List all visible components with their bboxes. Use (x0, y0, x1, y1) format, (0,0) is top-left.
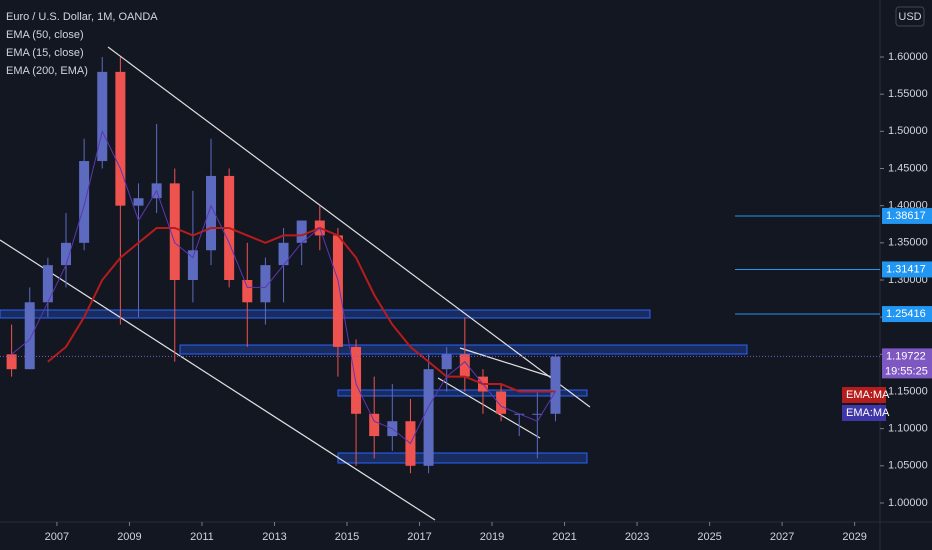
countdown: 19:55:25 (885, 365, 928, 377)
y-tick-label: 1.55000 (888, 88, 928, 100)
trendline (107, 46, 591, 408)
indicator-label: EMA (200, EMA) (6, 65, 88, 77)
candle-body (169, 183, 180, 280)
candle-body (351, 346, 362, 414)
currency-button[interactable] (895, 6, 925, 27)
price-tag-label: 1.19722 (886, 350, 926, 362)
ema-line (11, 129, 556, 445)
candle-body (206, 175, 217, 251)
y-tick-label: 1.10000 (888, 423, 928, 435)
candle-body (60, 242, 71, 266)
price-tag (882, 306, 932, 323)
x-tick-label: 2019 (480, 531, 504, 543)
ema-tag (842, 387, 886, 403)
x-tick-label: 2007 (45, 531, 69, 543)
price-tag-label: 1.38617 (886, 210, 926, 222)
candle-body (332, 235, 343, 347)
candle-body (550, 356, 561, 414)
ema-tag-label: EMA:MA (846, 389, 890, 401)
indicator-label: EMA (50, close) (6, 29, 84, 41)
trendline (459, 347, 556, 379)
zone (337, 452, 588, 464)
x-tick-label: 2011 (190, 531, 214, 543)
x-tick-label: 2023 (625, 531, 649, 543)
candle-body (459, 354, 470, 377)
ema-tag-label: EMA:MA (846, 407, 890, 419)
x-tick-label: 2025 (697, 531, 721, 543)
candle-body (133, 198, 144, 206)
candle-body (97, 71, 108, 162)
indicator-label: EMA (15, close) (6, 47, 84, 59)
candle-body (441, 354, 452, 370)
x-tick-label: 2009 (117, 531, 141, 543)
x-tick-label: 2017 (407, 531, 431, 543)
x-tick-label: 2027 (770, 531, 794, 543)
candle-body (24, 302, 35, 370)
candle-body (6, 354, 17, 370)
zone (0, 309, 651, 319)
chart-title: Euro / U.S. Dollar, 1M, OANDA (6, 11, 158, 23)
ema-tag (842, 405, 886, 421)
candle-body (242, 279, 253, 303)
trendline (437, 377, 541, 439)
candle-body (532, 413, 543, 415)
x-tick-label: 2013 (262, 531, 286, 543)
y-tick-label: 1.00000 (888, 497, 928, 509)
candle-body (260, 265, 271, 303)
y-tick-label: 1.60000 (888, 51, 928, 63)
x-tick-label: 2015 (335, 531, 359, 543)
candle-body (278, 242, 289, 266)
price-tag-label: 1.25416 (886, 308, 926, 320)
candle-body (187, 250, 198, 280)
candle-body (115, 71, 126, 206)
x-tick-label: 2021 (552, 531, 576, 543)
price-tag (882, 261, 932, 278)
trendline (0, 239, 436, 521)
candle-body (296, 220, 307, 243)
candle-body (369, 413, 380, 437)
trendlines (0, 46, 591, 521)
x-tick-label: 2029 (842, 531, 866, 543)
candle-body (496, 391, 507, 414)
price-tag (882, 207, 932, 224)
candle-body (423, 369, 434, 466)
y-tick-label: 1.15000 (888, 385, 928, 397)
candle-body (42, 265, 53, 303)
plot: 1.000001.050001.100001.150001.200001.250… (0, 51, 932, 543)
y-tick-label: 1.05000 (888, 460, 928, 472)
price-tag (882, 348, 932, 379)
candle-body (79, 161, 90, 243)
price-tag-label: 1.31417 (886, 263, 926, 275)
ema-line (47, 226, 556, 393)
y-tick-label: 1.50000 (888, 125, 928, 137)
y-tick-label: 1.35000 (888, 237, 928, 249)
y-tick-label: 1.45000 (888, 162, 928, 174)
currency-label[interactable]: USD (898, 11, 921, 23)
